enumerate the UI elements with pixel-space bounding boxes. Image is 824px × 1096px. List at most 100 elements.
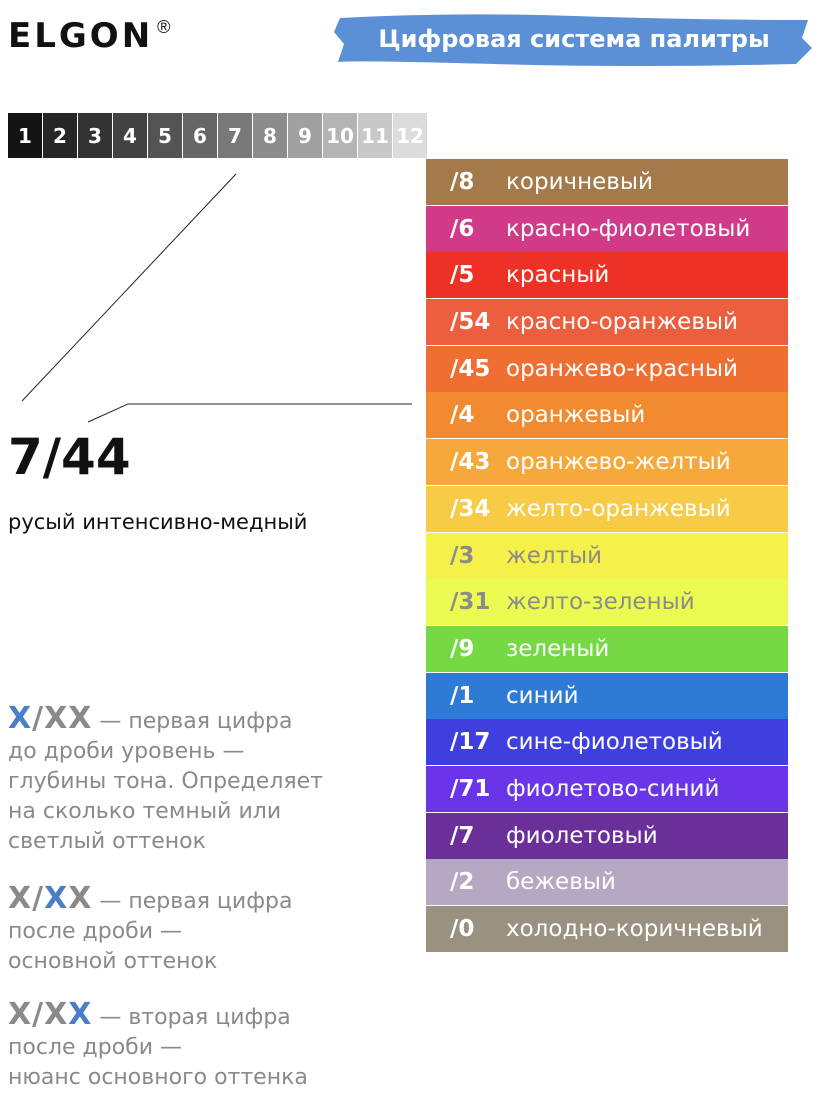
legend-line: X/XX — первая цифра (8, 704, 408, 737)
legend-line: после дроби — (8, 1033, 408, 1063)
palette-swatch: /1 синий (426, 672, 788, 719)
palette-swatch: /7 фиолетовый (426, 812, 788, 859)
swatch-code: /2 (450, 869, 475, 896)
palette-swatch: /45 оранжево-красный (426, 345, 788, 392)
formula-part: XX (44, 701, 93, 736)
palette-swatch: /43 оранжево-желтый (426, 439, 788, 486)
swatch-name: оранжево-красный (506, 355, 738, 382)
legend-line: светлый оттенок (8, 827, 408, 857)
palette-swatch: /31 желто-зеленый (426, 579, 788, 626)
swatch-code: /7 (450, 822, 475, 849)
legend-formula: X/XX (8, 881, 92, 916)
depth-level-6: 6 (183, 113, 217, 158)
swatch-name: оранжевый (506, 402, 646, 429)
swatch-code: /34 (450, 495, 491, 522)
legend-line: X/XX — вторая цифра (8, 1000, 408, 1033)
swatch-name: сине-фиолетовый (506, 729, 723, 756)
formula-part: / (32, 701, 45, 736)
palette-connector-line (87, 403, 412, 423)
swatch-name: бежевый (506, 869, 616, 896)
swatch-code: /1 (450, 682, 475, 709)
palette-swatch: /9 зеленый (426, 625, 788, 672)
legend-text: после дроби — (8, 1035, 183, 1060)
formula-part: X/ (8, 881, 45, 916)
legend-text: — вторая цифра (92, 1005, 291, 1030)
swatch-name: красный (506, 262, 610, 289)
depth-level-10: 10 (323, 113, 357, 158)
legend-formula: X/XX (8, 701, 92, 736)
legend-text: светлый оттенок (8, 829, 206, 854)
swatch-name: коричневый (506, 169, 653, 195)
title-banner: Цифровая система палитры (334, 8, 814, 70)
palette-swatch: /17 сине-фиолетовый (426, 719, 788, 766)
legend-text: — первая цифра (92, 709, 293, 734)
legend-item: X/XX — первая цифра до дроби уровень — глу… (8, 704, 408, 857)
depth-scale: 1 2 3 4 5 6 7 8 9 10 11 12 (8, 113, 428, 158)
legend-line: после дроби — (8, 917, 408, 947)
legend-text: глубины тона. Определяет (8, 769, 323, 794)
legend-formula: X/XX (8, 997, 92, 1032)
example-description: русый интенсивно-медный (8, 510, 308, 534)
depth-level-5: 5 (148, 113, 182, 158)
legend-line: на сколько темный или (8, 797, 408, 827)
swatch-code: /0 (450, 916, 475, 942)
palette-swatch: /34 желто-оранжевый (426, 485, 788, 532)
depth-level-3: 3 (78, 113, 112, 158)
depth-level-7: 7 (218, 113, 252, 158)
swatch-name: холодно-коричневый (506, 916, 763, 942)
palette-swatch: /2 бежевый (426, 859, 788, 906)
depth-level-8: 8 (253, 113, 287, 158)
formula-part: X (68, 997, 93, 1032)
palette-swatch: /3 желтый (426, 532, 788, 579)
brand-logo: ELGON ® (8, 18, 170, 54)
depth-level-12: 12 (393, 113, 427, 158)
legend-line: глубины тона. Определяет (8, 767, 408, 797)
swatch-name: красно-оранжевый (506, 309, 738, 336)
swatch-code: /31 (450, 589, 491, 616)
depth-level-4: 4 (113, 113, 147, 158)
swatch-code: /6 (450, 215, 475, 242)
swatch-code: /54 (450, 309, 491, 336)
palette-swatch: /71 фиолетово-синий (426, 765, 788, 812)
palette-swatch: /0 холодно-коричневый (426, 906, 788, 952)
swatch-name: синий (506, 682, 579, 709)
formula-part: X (44, 881, 69, 916)
depth-level-1: 1 (8, 113, 42, 158)
legend-item: X/XX — первая цифра после дроби — основной… (8, 884, 408, 977)
swatch-name: желто-оранжевый (506, 495, 731, 522)
swatch-code: /9 (450, 635, 475, 662)
depth-level-9: 9 (288, 113, 322, 158)
scale-connector-line (21, 173, 237, 402)
swatch-code: /4 (450, 402, 475, 429)
swatch-code: /43 (450, 449, 491, 476)
logo-text: ELGON (8, 16, 154, 56)
swatch-code: /71 (450, 775, 491, 802)
brush-stroke-shape (334, 14, 812, 66)
swatch-name: фиолетово-синий (506, 775, 720, 802)
swatch-code: /8 (450, 169, 475, 195)
color-palette: /8 коричневый/6 красно-фиолетовый/5 красный… (426, 159, 788, 953)
palette-swatch: /5 красный (426, 252, 788, 299)
swatch-code: /3 (450, 542, 475, 569)
depth-level-11: 11 (358, 113, 392, 158)
swatch-name: оранжево-желтый (506, 449, 731, 476)
swatch-name: фиолетовый (506, 822, 658, 849)
swatch-name: желто-зеленый (506, 589, 695, 616)
legend-text: до дроби уровень — (8, 739, 245, 764)
swatch-code: /17 (450, 729, 491, 756)
legend-text: на сколько темный или (8, 799, 282, 824)
palette-swatch: /6 красно-фиолетовый (426, 205, 788, 252)
palette-swatch: /8 коричневый (426, 159, 788, 205)
depth-level-2: 2 (43, 113, 77, 158)
formula-part: X (68, 881, 93, 916)
legend-text: — первая цифра (92, 889, 293, 914)
legend-text: после дроби — (8, 919, 183, 944)
legend-line: X/XX — первая цифра (8, 884, 408, 917)
formula-part: X/X (8, 997, 69, 1032)
legend-text: нюанс основного оттенка (8, 1065, 308, 1090)
swatch-name: красно-фиолетовый (506, 215, 751, 242)
palette-swatch: /54 красно-оранжевый (426, 299, 788, 346)
legend-line: до дроби уровень — (8, 737, 408, 767)
palette-swatch: /4 оранжевый (426, 392, 788, 439)
legend-line: нюанс основного оттенка (8, 1063, 408, 1093)
